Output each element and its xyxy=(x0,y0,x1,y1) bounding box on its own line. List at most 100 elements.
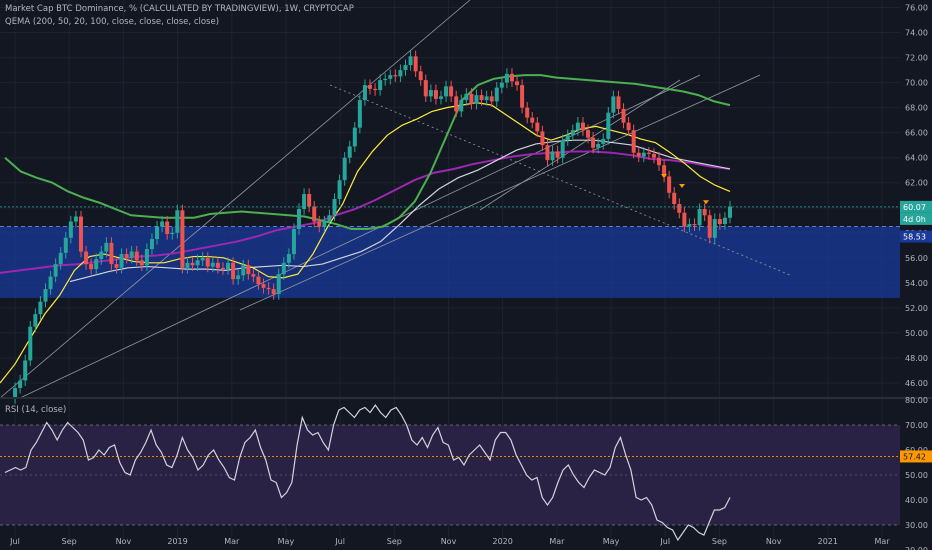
candle-body xyxy=(317,221,322,227)
candle-body xyxy=(139,260,144,266)
candle-body xyxy=(459,100,464,112)
candle-body xyxy=(444,86,449,97)
candle-body xyxy=(504,73,509,83)
time-axis-label: Nov xyxy=(766,537,782,546)
candle-body xyxy=(687,224,692,227)
candle-body xyxy=(347,146,352,158)
candle-body xyxy=(438,96,443,99)
candle-body xyxy=(251,274,256,277)
candle-body xyxy=(28,326,33,361)
candle-body xyxy=(413,56,418,72)
candle-body xyxy=(383,78,388,81)
candle-body xyxy=(322,221,327,227)
candle-body xyxy=(94,259,99,270)
candle-body xyxy=(53,264,58,277)
candle-body xyxy=(89,264,94,270)
rsi-axis-label: 80.00 xyxy=(905,396,928,405)
candle-body xyxy=(134,251,139,261)
price-axis-label: 76.00 xyxy=(905,4,928,13)
countdown-tag: 4d 0h xyxy=(903,215,926,224)
candle-body xyxy=(636,152,641,157)
candle-body xyxy=(114,264,119,268)
candle-body xyxy=(276,274,281,295)
candle-body xyxy=(560,140,565,158)
candle-body xyxy=(707,215,712,238)
rsi-axis-label: 70.00 xyxy=(905,421,928,430)
candle-body xyxy=(408,56,413,66)
price-axis-label: 50.00 xyxy=(905,329,928,338)
candle-body xyxy=(677,204,682,213)
time-axis-label: Sep xyxy=(712,537,727,546)
candle-body xyxy=(63,237,68,253)
candle-body xyxy=(236,275,241,280)
candle-body xyxy=(378,80,383,91)
price-axis-label: 74.00 xyxy=(905,29,928,38)
candle-body xyxy=(99,251,104,260)
candle-body xyxy=(38,301,43,315)
candle-body xyxy=(717,219,722,225)
candle-body xyxy=(271,289,276,295)
candle-body xyxy=(109,242,114,265)
candle-body xyxy=(281,262,286,275)
candle-body xyxy=(286,254,291,263)
rsi-axis-label: 50.00 xyxy=(905,471,928,480)
chart-title: Market Cap BTC Dominance, % (CALCULATED … xyxy=(5,4,354,14)
candle-body xyxy=(119,254,124,268)
rsi-axis-label: 20.00 xyxy=(905,546,928,550)
level-tag: 58.53 xyxy=(903,233,926,242)
candle-body xyxy=(205,257,210,267)
time-axis-label: Sep xyxy=(62,537,77,546)
candle-body xyxy=(104,242,109,252)
price-axis-label: 48.00 xyxy=(905,354,928,363)
candle-body xyxy=(144,249,149,266)
candle-body xyxy=(185,262,190,268)
candle-body xyxy=(291,229,296,255)
candle-body xyxy=(474,95,479,104)
candle-body xyxy=(180,210,185,268)
candle-body xyxy=(692,224,697,226)
candle-body xyxy=(342,157,347,181)
candle-body xyxy=(327,215,332,222)
candle-body xyxy=(616,96,621,109)
last-price-tag: 60.07 xyxy=(903,203,926,212)
candle-body xyxy=(540,131,545,146)
candle-body xyxy=(464,93,469,101)
price-axis-label: 64.00 xyxy=(905,154,928,163)
signal-marker xyxy=(703,200,709,205)
candle-body xyxy=(200,257,205,261)
time-axis-label: 2020 xyxy=(493,537,513,546)
candle-body xyxy=(352,127,357,147)
candle-body xyxy=(702,209,707,216)
time-axis-label: Jul xyxy=(9,537,20,546)
candle-body xyxy=(43,289,48,302)
time-axis-label: Sep xyxy=(387,537,402,546)
candle-body xyxy=(606,112,611,139)
candle-body xyxy=(246,265,251,275)
candle-body xyxy=(73,216,78,222)
rsi-tag-bg xyxy=(900,450,932,463)
candle-body xyxy=(611,96,616,113)
candle-body xyxy=(580,122,585,131)
time-axis-label: 2021 xyxy=(818,537,838,546)
candle-body xyxy=(641,152,646,157)
candle-body xyxy=(646,152,651,154)
candle-body xyxy=(494,87,499,102)
rsi-last-tag: 57.42 xyxy=(903,452,926,461)
candle-body xyxy=(393,75,398,77)
level-tag-bg xyxy=(900,230,932,243)
candle-body xyxy=(520,85,525,108)
candle-body xyxy=(215,262,220,268)
candle-body xyxy=(570,130,575,136)
candle-body xyxy=(657,157,662,166)
candle-body xyxy=(489,96,494,102)
time-axis-label: Jul xyxy=(659,537,670,546)
candle-body xyxy=(423,80,428,97)
candle-body xyxy=(388,75,393,79)
candle-body xyxy=(23,360,28,381)
candle-body xyxy=(160,221,165,227)
time-axis-label: Mar xyxy=(224,537,240,546)
candle-body xyxy=(626,122,631,131)
candle-body xyxy=(454,96,459,112)
candle-body xyxy=(124,254,129,258)
